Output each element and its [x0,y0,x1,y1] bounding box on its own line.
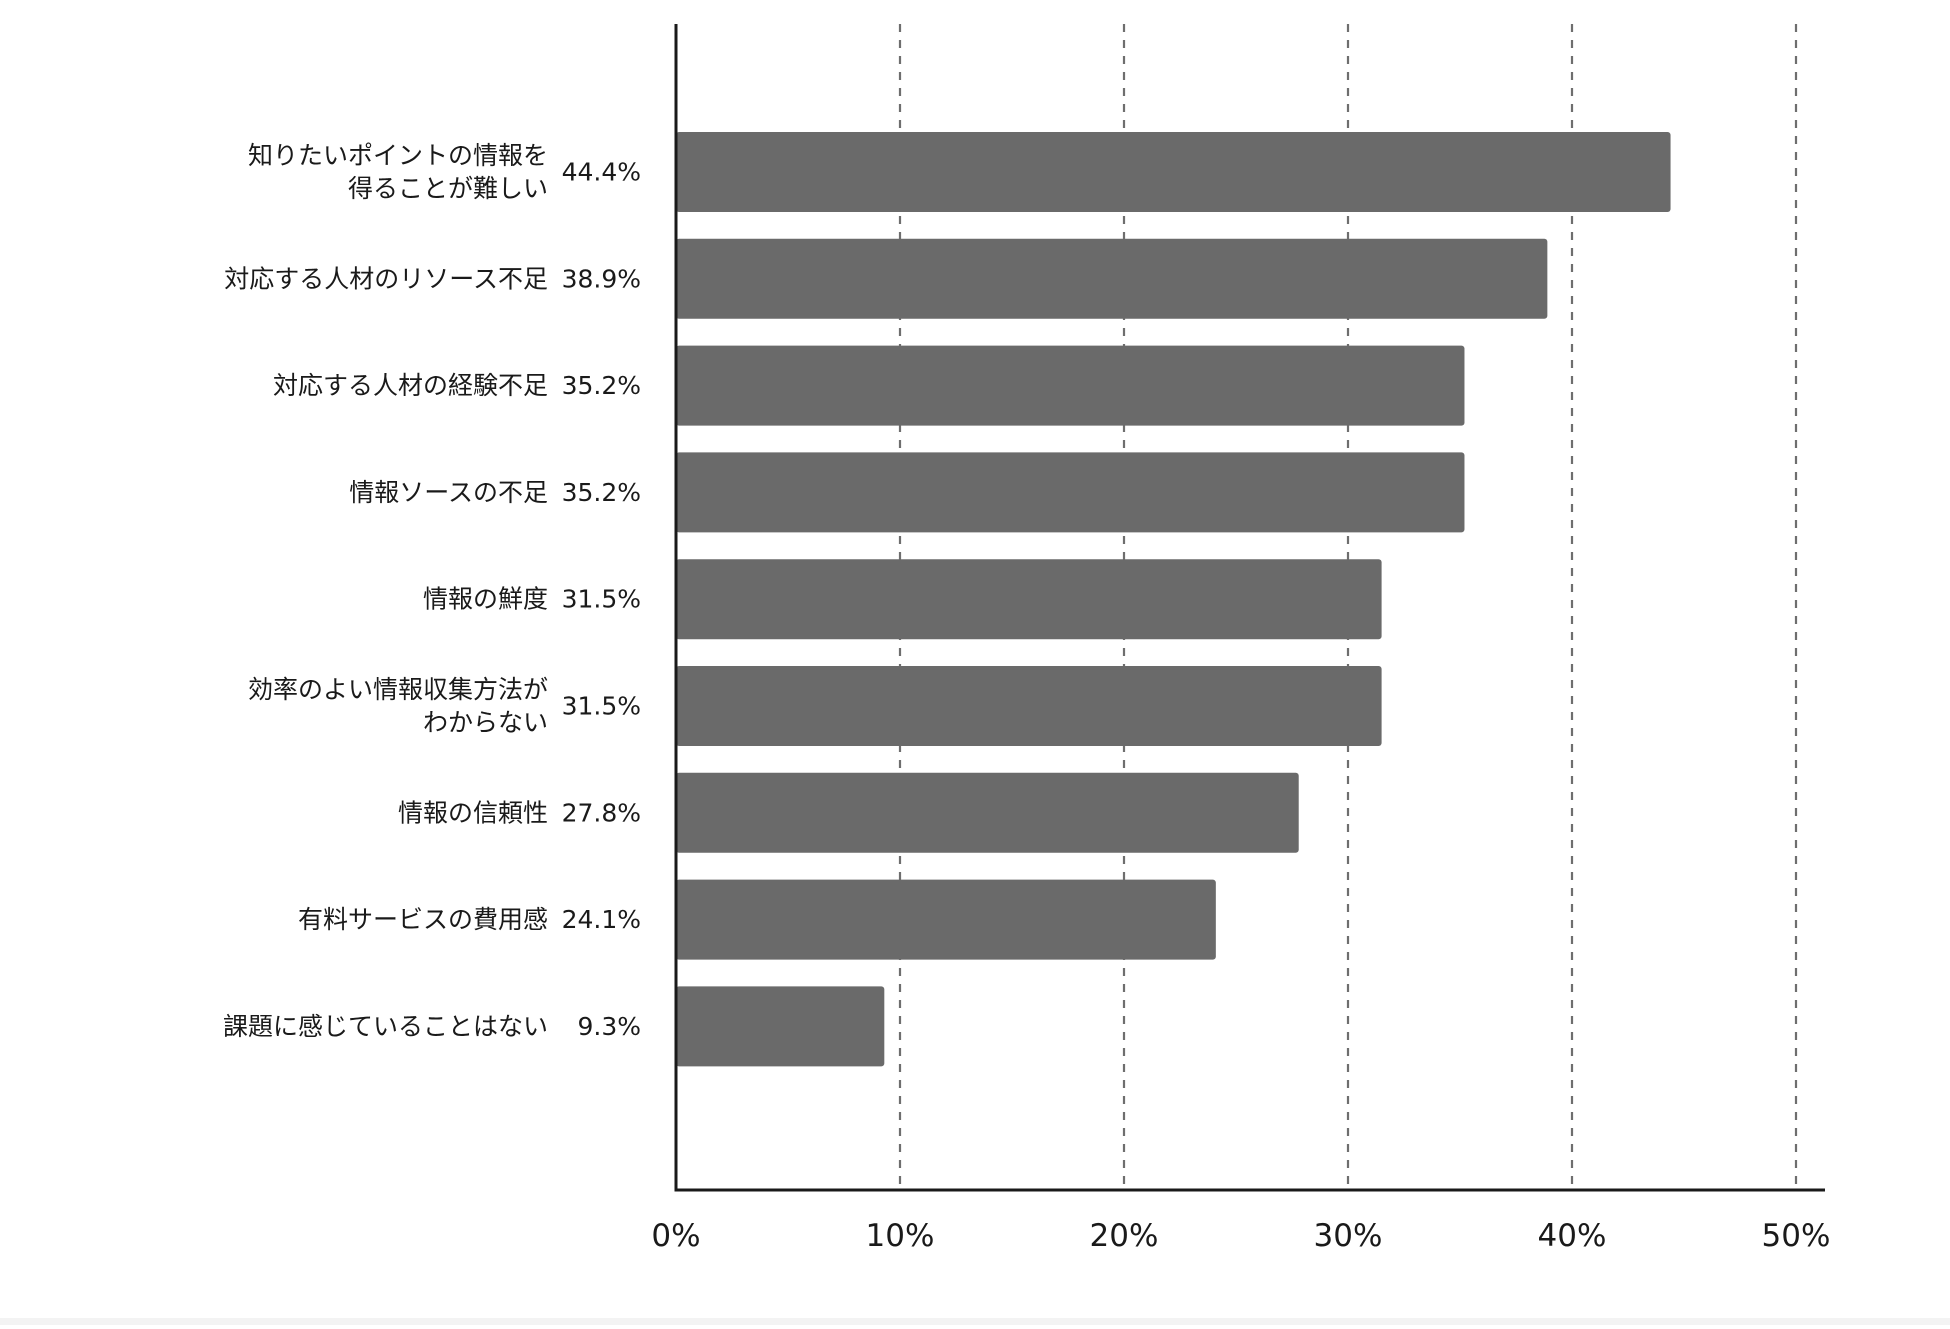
bar-4 [676,559,1382,640]
category-label-5: 効率のよい情報収集方法がわからない [248,675,548,737]
bar-8 [676,986,885,1067]
category-label-2: 対応する人材の経験不足 [273,371,548,400]
value-label-2: 35.2% [562,371,641,400]
value-label-0: 44.4% [562,158,641,187]
bar-3 [676,452,1465,533]
category-label-6: 情報の信頼性 [398,798,548,827]
bar-7 [676,879,1216,960]
x-tick-label-0: 0% [651,1218,700,1254]
x-tick-labels: 0% 10% 20% 30% 40% 50% [651,1218,1830,1254]
bottom-strip [0,1318,1950,1325]
value-label-1: 38.9% [562,264,641,293]
bar-6 [676,772,1299,853]
category-label-4: 情報の鮮度 [423,585,548,614]
bar-0 [676,132,1671,212]
category-labels: 知りたいポイントの情報を得ることが難しい対応する人材のリソース不足対応する人材の… [223,141,548,1041]
x-tick-label-20: 20% [1090,1218,1159,1254]
category-label-0: 知りたいポイントの情報を得ることが難しい [248,141,548,203]
x-tick-label-40: 40% [1538,1218,1607,1254]
category-label-1: 対応する人材のリソース不足 [224,264,548,293]
value-label-5: 31.5% [562,692,641,721]
bar-1 [676,238,1548,319]
category-label-7: 有料サービスの費用感 [298,905,548,934]
value-labels: 44.4% 38.9% 35.2% 35.2% 31.5% 31.5% 27.8% 24.1%… [562,158,641,1041]
bar-2 [676,345,1465,426]
value-label-6: 27.8% [562,798,641,827]
bar-5 [676,666,1382,746]
category-label-8: 課題に感じていることはない [223,1012,548,1041]
category-label-3: 情報ソースの不足 [349,478,548,507]
x-tick-label-10: 10% [866,1218,935,1254]
bars [676,132,1671,1067]
value-label-4: 31.5% [562,585,641,614]
x-tick-label-50: 50% [1762,1218,1831,1254]
value-label-7: 24.1% [562,905,641,934]
x-tick-label-30: 30% [1314,1218,1383,1254]
value-label-8: 9.3% [577,1012,641,1041]
axes [674,24,1825,1192]
value-label-3: 35.2% [562,478,641,507]
